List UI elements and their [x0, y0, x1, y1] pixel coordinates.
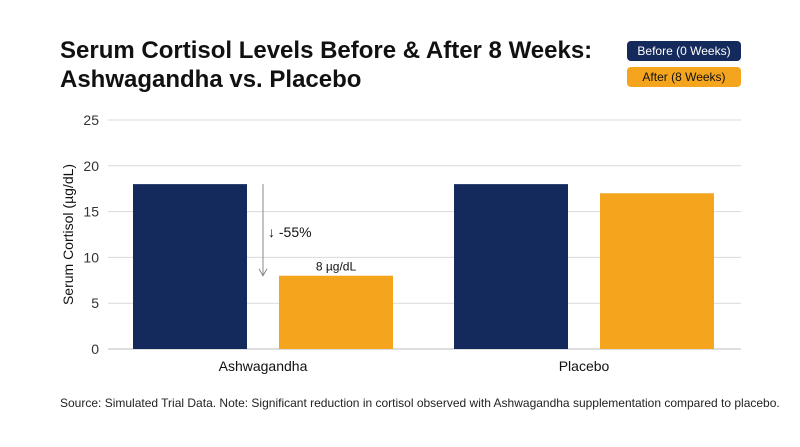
bar-ashwagandha-after: [279, 275, 393, 349]
legend-item-after: After (8 Weeks): [627, 67, 741, 87]
after-value-label: 8 µg/dL: [316, 260, 357, 274]
source-note: Source: Simulated Trial Data. Note: Sign…: [60, 396, 780, 410]
x-tick-label: Ashwagandha: [219, 358, 308, 374]
legend-item-before: Before (0 Weeks): [627, 41, 741, 61]
chart-title-line-1: Serum Cortisol Levels Before & After 8 W…: [60, 37, 593, 64]
y-tick-label: 10: [83, 249, 99, 265]
reduction-annotation: ↓ -55%: [268, 224, 312, 240]
y-tick-label: 0: [91, 341, 99, 357]
bar-placebo-before: [454, 184, 568, 349]
x-tick-label: Placebo: [559, 358, 610, 374]
reduction-arrow-head: [258, 268, 268, 277]
legend: Before (0 Weeks) After (8 Weeks): [627, 41, 741, 93]
y-tick-label: 5: [91, 295, 99, 311]
y-tick-label: 15: [83, 204, 99, 220]
bar-ashwagandha-before: [133, 184, 247, 349]
y-tick-label: 20: [83, 158, 99, 174]
chart-title-line-2: Ashwagandha vs. Placebo: [60, 66, 362, 93]
y-axis-label: Serum Cortisol (µg/dL): [60, 164, 76, 305]
y-tick-label: 25: [83, 112, 99, 128]
bar-placebo-after: [600, 193, 714, 349]
chart-title: Serum Cortisol Levels Before & After 8 W…: [60, 36, 592, 94]
